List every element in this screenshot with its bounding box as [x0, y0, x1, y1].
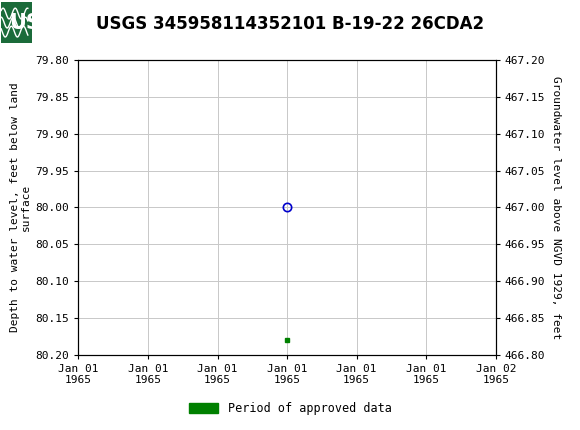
- Text: USGS 345958114352101 B-19-22 26CDA2: USGS 345958114352101 B-19-22 26CDA2: [96, 15, 484, 33]
- Y-axis label: Groundwater level above NGVD 1929, feet: Groundwater level above NGVD 1929, feet: [551, 76, 561, 339]
- Y-axis label: Depth to water level, feet below land
surface: Depth to water level, feet below land su…: [10, 83, 31, 332]
- Text: USGS: USGS: [9, 12, 72, 33]
- Legend: Period of approved data: Period of approved data: [184, 397, 396, 420]
- FancyBboxPatch shape: [1, 2, 32, 43]
